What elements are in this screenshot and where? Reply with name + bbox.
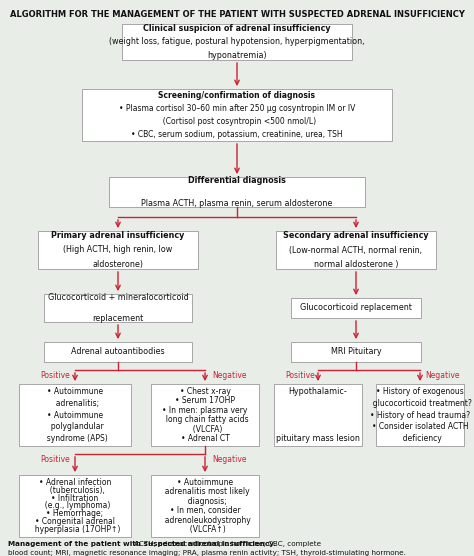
Text: • Hemorrhage;: • Hemorrhage;	[46, 509, 103, 518]
Text: Positive: Positive	[40, 455, 70, 464]
Text: adrenalitis most likely: adrenalitis most likely	[160, 488, 250, 497]
FancyBboxPatch shape	[44, 294, 192, 322]
Text: normal aldosterone ): normal aldosterone )	[314, 260, 398, 269]
Text: • In men: plasma very: • In men: plasma very	[162, 406, 248, 415]
Text: pituitary mass lesion: pituitary mass lesion	[276, 434, 360, 443]
Text: Plasma ACTH, plasma renin, serum aldosterone: Plasma ACTH, plasma renin, serum aldoste…	[141, 199, 333, 208]
Text: Screening/confirmation of diagnosis: Screening/confirmation of diagnosis	[158, 91, 316, 100]
FancyBboxPatch shape	[82, 89, 392, 141]
Text: diagnosis;: diagnosis;	[183, 497, 227, 506]
Text: • Autoimmune: • Autoimmune	[47, 387, 103, 396]
FancyBboxPatch shape	[151, 384, 259, 446]
Text: • History of exogenous: • History of exogenous	[376, 387, 464, 396]
Text: Primary adrenal insufficiency: Primary adrenal insufficiency	[51, 231, 185, 240]
Text: aldosterone): aldosterone)	[92, 260, 144, 269]
FancyBboxPatch shape	[151, 475, 259, 537]
Text: Glucocorticoid + mineralocorticoid: Glucocorticoid + mineralocorticoid	[47, 293, 188, 302]
Text: Secondary adrenal insufficiency: Secondary adrenal insufficiency	[283, 231, 429, 240]
Text: • Serum 17OHP: • Serum 17OHP	[175, 396, 235, 405]
Text: Management of the patient with suspected adrenal insufficiency.: Management of the patient with suspected…	[8, 541, 276, 547]
FancyBboxPatch shape	[276, 231, 436, 269]
Text: Positive: Positive	[285, 371, 315, 380]
Text: (VLCFA): (VLCFA)	[188, 425, 222, 434]
Text: Adrenal autoantibodies: Adrenal autoantibodies	[71, 348, 165, 356]
FancyBboxPatch shape	[376, 384, 464, 446]
Text: • Consider isolated ACTH: • Consider isolated ACTH	[372, 422, 468, 431]
Text: ALGORITHM FOR THE MANAGEMENT OF THE PATIENT WITH SUSPECTED ADRENAL INSUFFICIENCY: ALGORITHM FOR THE MANAGEMENT OF THE PATI…	[9, 10, 465, 19]
Text: • Plasma cortisol 30–60 min after 250 μg cosyntropin IM or IV: • Plasma cortisol 30–60 min after 250 μg…	[119, 104, 355, 113]
Text: • Infiltration: • Infiltration	[51, 494, 99, 503]
Text: replacement: replacement	[92, 314, 144, 323]
Text: Clinical suspicion of adrenal insufficiency: Clinical suspicion of adrenal insufficie…	[143, 24, 331, 33]
Text: blood count; MRI, magnetic resonance imaging; PRA, plasma renin activity; TSH, t: blood count; MRI, magnetic resonance ima…	[8, 550, 406, 556]
Text: Glucocorticoid replacement: Glucocorticoid replacement	[300, 304, 412, 312]
Text: (e.g., lymphoma): (e.g., lymphoma)	[40, 502, 110, 510]
Text: • History of head trauma?: • History of head trauma?	[370, 410, 470, 419]
Text: (Cortisol post cosyntropin <500 nmol/L): (Cortisol post cosyntropin <500 nmol/L)	[158, 117, 316, 126]
Text: deficiency: deficiency	[398, 434, 442, 443]
FancyBboxPatch shape	[291, 342, 421, 362]
Text: • Congenital adrenal: • Congenital adrenal	[35, 517, 115, 526]
Text: (Low-normal ACTH, normal renin,: (Low-normal ACTH, normal renin,	[290, 246, 422, 255]
FancyBboxPatch shape	[19, 384, 131, 446]
Text: • In men, consider: • In men, consider	[170, 506, 240, 515]
Text: Negative: Negative	[213, 455, 247, 464]
Text: Positive: Positive	[40, 371, 70, 380]
Text: • Autoimmune: • Autoimmune	[177, 478, 233, 487]
FancyBboxPatch shape	[109, 177, 365, 207]
Text: • Adrenal infection: • Adrenal infection	[39, 478, 111, 487]
Text: adrenoleukodystrophy: adrenoleukodystrophy	[160, 515, 250, 525]
Text: • Chest x-ray: • Chest x-ray	[180, 387, 230, 396]
FancyBboxPatch shape	[274, 384, 362, 446]
FancyBboxPatch shape	[38, 231, 198, 269]
Text: ACTH, adrenocorticotropic hormone; CBC, complete: ACTH, adrenocorticotropic hormone; CBC, …	[8, 541, 321, 547]
Text: polyglandular: polyglandular	[46, 422, 104, 431]
Text: (VLCFA↑): (VLCFA↑)	[185, 525, 225, 534]
Text: (weight loss, fatigue, postural hypotension, hyperpigmentation,: (weight loss, fatigue, postural hypotens…	[109, 37, 365, 47]
Text: • Adrenal CT: • Adrenal CT	[181, 434, 229, 443]
Text: hyponatremia): hyponatremia)	[207, 51, 267, 60]
Text: hyperplasia (17OHP↑): hyperplasia (17OHP↑)	[30, 525, 120, 534]
Text: (High ACTH, high renin, low: (High ACTH, high renin, low	[64, 246, 173, 255]
Text: Hypothalamic-: Hypothalamic-	[289, 387, 347, 396]
FancyBboxPatch shape	[19, 475, 131, 537]
Text: Negative: Negative	[213, 371, 247, 380]
FancyBboxPatch shape	[122, 24, 352, 60]
Text: Negative: Negative	[426, 371, 460, 380]
Text: long chain fatty acids: long chain fatty acids	[161, 415, 249, 424]
FancyBboxPatch shape	[291, 298, 421, 318]
Text: glucocorticoid treatment?: glucocorticoid treatment?	[368, 399, 472, 408]
Text: Differential diagnosis: Differential diagnosis	[188, 176, 286, 185]
Text: syndrome (APS): syndrome (APS)	[42, 434, 108, 443]
Text: (tuberculosis),: (tuberculosis),	[45, 486, 105, 495]
Text: MRI Pituitary: MRI Pituitary	[331, 348, 381, 356]
Text: • CBC, serum sodium, potassium, creatinine, urea, TSH: • CBC, serum sodium, potassium, creatini…	[131, 130, 343, 139]
Text: • Autoimmune: • Autoimmune	[47, 410, 103, 419]
Text: adrenalitis;: adrenalitis;	[51, 399, 99, 408]
FancyBboxPatch shape	[44, 342, 192, 362]
